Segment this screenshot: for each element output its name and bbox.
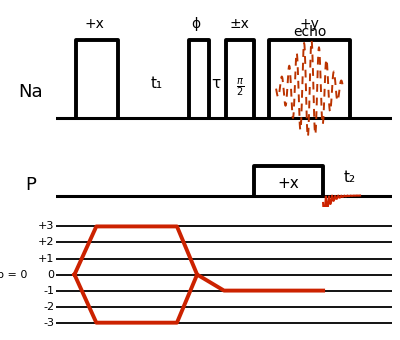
- Text: +1: +1: [38, 254, 54, 264]
- Text: ϕ: ϕ: [191, 17, 200, 31]
- Text: p = 0: p = 0: [0, 270, 28, 279]
- Text: ±x: ±x: [229, 17, 249, 31]
- Text: P: P: [25, 176, 36, 194]
- Text: t₁: t₁: [151, 76, 163, 91]
- Text: +x: +x: [85, 17, 104, 31]
- Text: τ: τ: [212, 76, 221, 91]
- Text: -3: -3: [43, 318, 54, 328]
- Text: Na: Na: [18, 83, 43, 101]
- Text: +3: +3: [38, 221, 54, 232]
- Text: echo: echo: [293, 25, 326, 39]
- Text: -2: -2: [43, 302, 54, 312]
- Text: +2: +2: [38, 237, 54, 248]
- Text: +y: +y: [300, 17, 320, 31]
- Text: t₂: t₂: [343, 170, 356, 185]
- Text: -1: -1: [43, 286, 54, 295]
- Text: +x: +x: [278, 175, 299, 190]
- Text: 0: 0: [47, 270, 54, 279]
- Text: $\frac{\pi}{2}$: $\frac{\pi}{2}$: [236, 76, 244, 98]
